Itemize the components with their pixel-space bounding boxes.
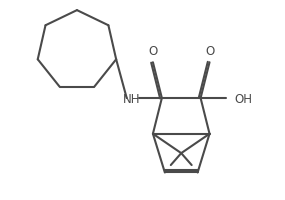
- Text: OH: OH: [235, 92, 253, 105]
- Text: NH: NH: [123, 92, 141, 105]
- Text: O: O: [148, 45, 158, 58]
- Text: O: O: [205, 45, 214, 58]
